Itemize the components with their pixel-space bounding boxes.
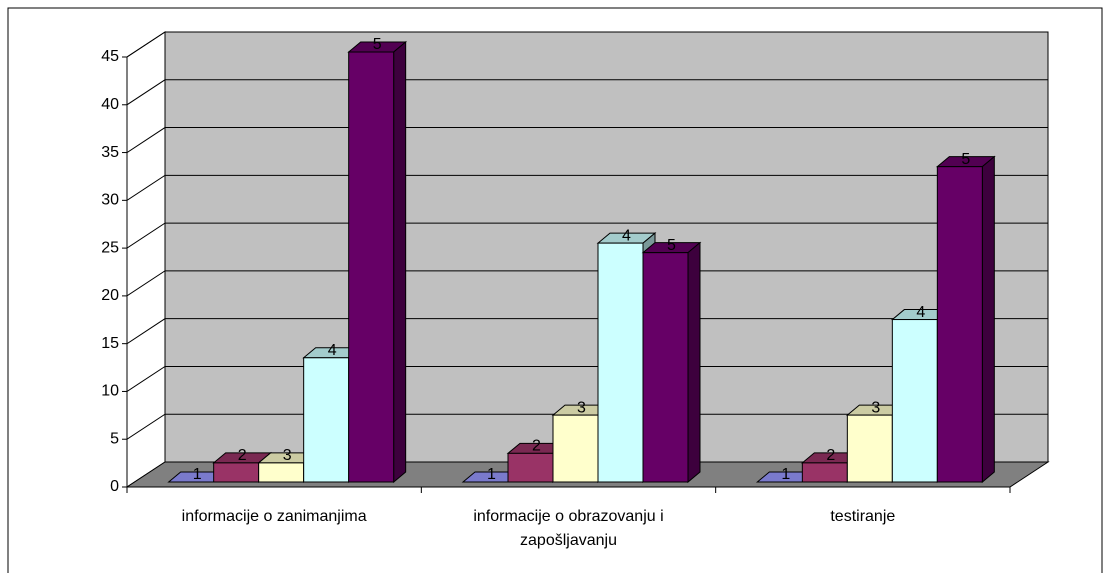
- data-label: 1: [193, 466, 202, 483]
- x-tick-label: testiranje: [830, 508, 895, 525]
- y-tick-label: 0: [110, 478, 119, 495]
- y-tick-label: 10: [101, 383, 119, 400]
- bar-side: [687, 241, 701, 484]
- data-label: 5: [373, 36, 382, 53]
- grid-line: [126, 318, 1048, 345]
- data-label: 5: [667, 237, 676, 254]
- chart-frame: [7, 7, 1103, 573]
- data-label: 3: [283, 447, 292, 464]
- bar-front: [258, 462, 305, 483]
- data-label: 2: [238, 447, 247, 464]
- left-wall: [126, 31, 166, 488]
- grid-line: [126, 127, 1048, 153]
- bar-front: [552, 414, 599, 483]
- data-label: 4: [328, 342, 337, 359]
- data-label: 1: [781, 466, 790, 483]
- data-label: 2: [532, 438, 541, 455]
- bar-front: [597, 242, 644, 483]
- bar-front: [846, 414, 893, 483]
- x-tick-label: informacije o obrazovanju i zapošljavanju: [473, 508, 663, 549]
- bar: [641, 241, 702, 484]
- bar-front: [213, 462, 260, 483]
- bar: [935, 155, 996, 484]
- bar-front: [891, 319, 938, 483]
- grid-line: [126, 222, 1048, 249]
- y-tick-label: 30: [101, 192, 119, 209]
- grid-line: [126, 174, 1048, 201]
- x-tick-label: informacije o zanimanjima: [182, 508, 367, 525]
- grid-line: [126, 365, 1048, 392]
- bar-side: [981, 155, 995, 484]
- bar: [347, 40, 408, 484]
- data-label: 3: [871, 399, 880, 416]
- grid-line: [126, 31, 1048, 58]
- bar-front: [303, 357, 350, 483]
- data-label: 1: [487, 466, 496, 483]
- grid-line: [126, 79, 1048, 106]
- y-tick-label: 20: [101, 287, 119, 304]
- data-label: 4: [916, 304, 925, 321]
- bar-front: [507, 452, 554, 483]
- grid-line: [126, 413, 1048, 440]
- data-label: 4: [622, 227, 631, 244]
- y-tick-label: 45: [101, 48, 119, 65]
- y-tick-label: 35: [101, 144, 119, 161]
- data-label: 3: [577, 399, 586, 416]
- grid-line: [126, 270, 1048, 297]
- data-label: 2: [826, 447, 835, 464]
- bar-front: [936, 166, 983, 483]
- y-tick-label: 5: [110, 430, 119, 447]
- y-tick-label: 25: [101, 239, 119, 256]
- bar-front: [348, 51, 395, 483]
- bar-front: [801, 462, 848, 483]
- y-tick-label: 40: [101, 96, 119, 113]
- y-tick-label: 15: [101, 335, 119, 352]
- data-label: 5: [961, 151, 970, 168]
- bar-side: [393, 40, 407, 484]
- bar-front: [642, 252, 689, 483]
